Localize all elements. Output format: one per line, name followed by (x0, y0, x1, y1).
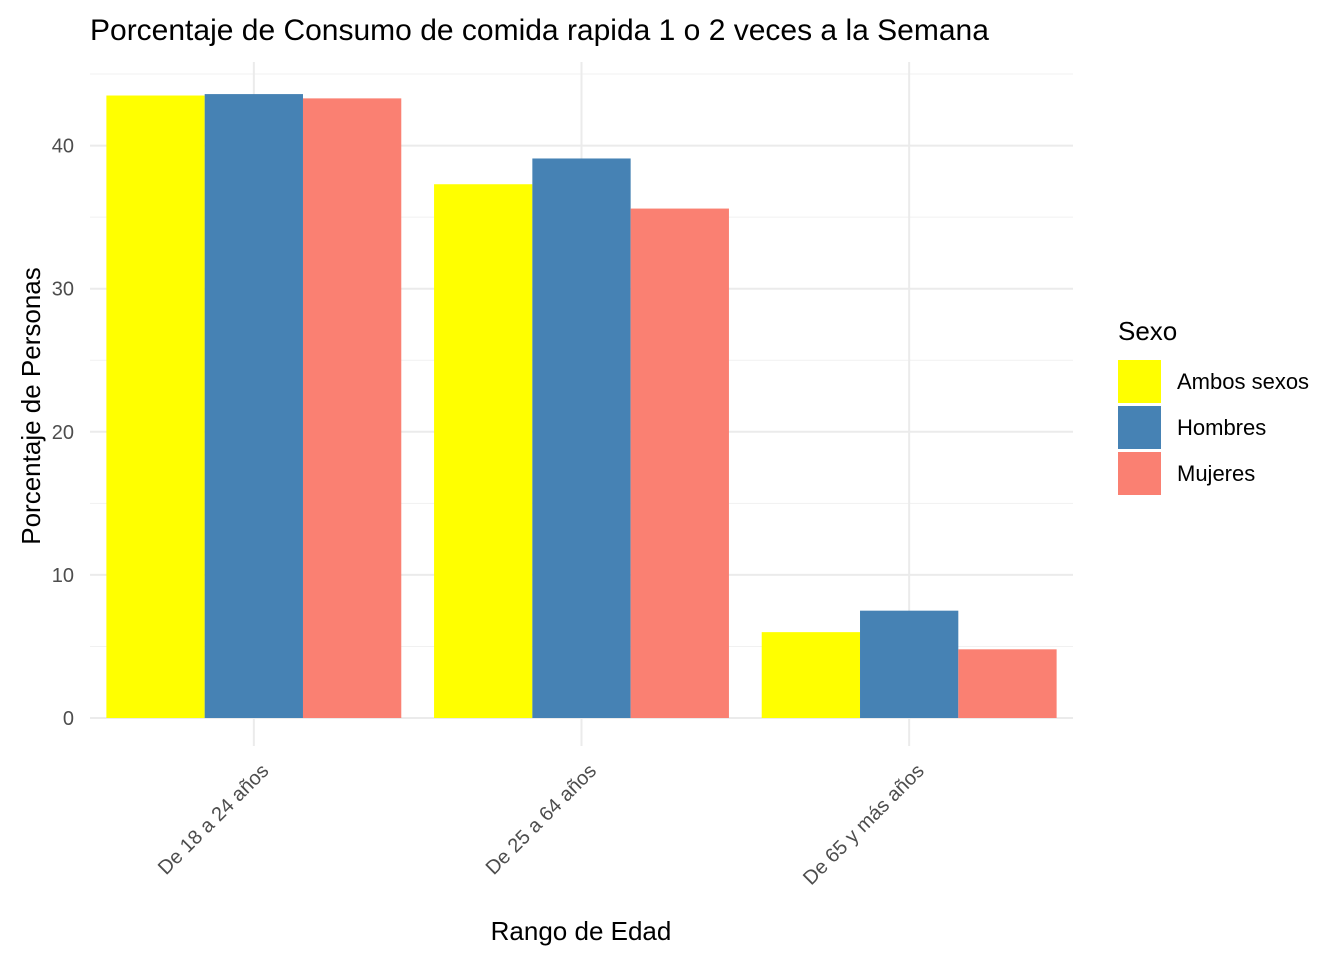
x-tick-label: De 18 a 24 años (154, 760, 273, 879)
legend-label: Mujeres (1177, 461, 1255, 486)
x-tick-label: De 65 y más años (799, 760, 929, 890)
chart-title: Porcentaje de Consumo de comida rapida 1… (90, 14, 989, 47)
legend-label: Hombres (1177, 415, 1266, 440)
bar-ambos-sexos (761, 632, 861, 718)
bar-mujeres (958, 649, 1057, 718)
y-tick-label: 20 (52, 422, 74, 444)
bar-mujeres (302, 98, 402, 718)
bars (106, 94, 1057, 719)
legend-swatch (1118, 452, 1161, 495)
bar-ambos-sexos (106, 95, 205, 718)
x-tick-label: De 25 a 64 años (482, 760, 601, 879)
y-tick-label: 10 (52, 565, 74, 587)
bar-hombres (532, 158, 631, 718)
legend-swatch (1118, 360, 1161, 403)
bar-hombres (860, 610, 959, 718)
x-axis-label: Rango de Edad (491, 916, 672, 946)
y-tick-label: 30 (52, 279, 74, 301)
y-tick-label: 0 (63, 708, 74, 730)
bar-hombres (204, 94, 303, 719)
legend-title: Sexo (1118, 316, 1177, 346)
y-axis-label: Porcentaje de Personas (16, 267, 46, 545)
bar-mujeres (630, 208, 729, 718)
legend: Sexo Ambos sexos Hombres Mujeres (1118, 316, 1309, 495)
bar-ambos-sexos (434, 184, 533, 718)
legend-label: Ambos sexos (1177, 369, 1309, 394)
y-tick-label: 40 (52, 136, 74, 158)
legend-swatch (1118, 406, 1161, 449)
